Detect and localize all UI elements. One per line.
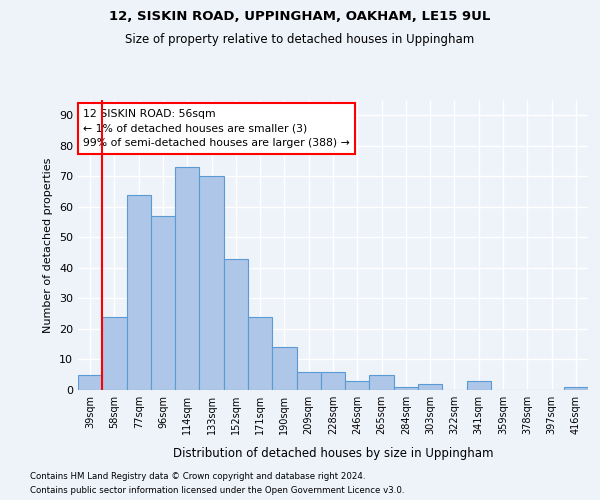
Bar — [296, 372, 321, 390]
Bar — [127, 194, 151, 390]
Bar — [345, 381, 370, 390]
Bar — [224, 258, 248, 390]
Text: Contains HM Land Registry data © Crown copyright and database right 2024.: Contains HM Land Registry data © Crown c… — [30, 472, 365, 481]
Bar — [418, 384, 442, 390]
Bar — [370, 374, 394, 390]
Bar — [102, 316, 127, 390]
Bar — [564, 387, 588, 390]
Bar — [467, 381, 491, 390]
Text: Contains public sector information licensed under the Open Government Licence v3: Contains public sector information licen… — [30, 486, 404, 495]
Text: 12, SISKIN ROAD, UPPINGHAM, OAKHAM, LE15 9UL: 12, SISKIN ROAD, UPPINGHAM, OAKHAM, LE15… — [109, 10, 491, 23]
Bar — [175, 167, 199, 390]
Text: Size of property relative to detached houses in Uppingham: Size of property relative to detached ho… — [125, 32, 475, 46]
Bar — [78, 374, 102, 390]
Bar — [199, 176, 224, 390]
Text: 12 SISKIN ROAD: 56sqm
← 1% of detached houses are smaller (3)
99% of semi-detach: 12 SISKIN ROAD: 56sqm ← 1% of detached h… — [83, 108, 350, 148]
Bar — [321, 372, 345, 390]
Bar — [248, 316, 272, 390]
Bar — [394, 387, 418, 390]
Text: Distribution of detached houses by size in Uppingham: Distribution of detached houses by size … — [173, 448, 493, 460]
Bar — [151, 216, 175, 390]
Bar — [272, 348, 296, 390]
Y-axis label: Number of detached properties: Number of detached properties — [43, 158, 53, 332]
